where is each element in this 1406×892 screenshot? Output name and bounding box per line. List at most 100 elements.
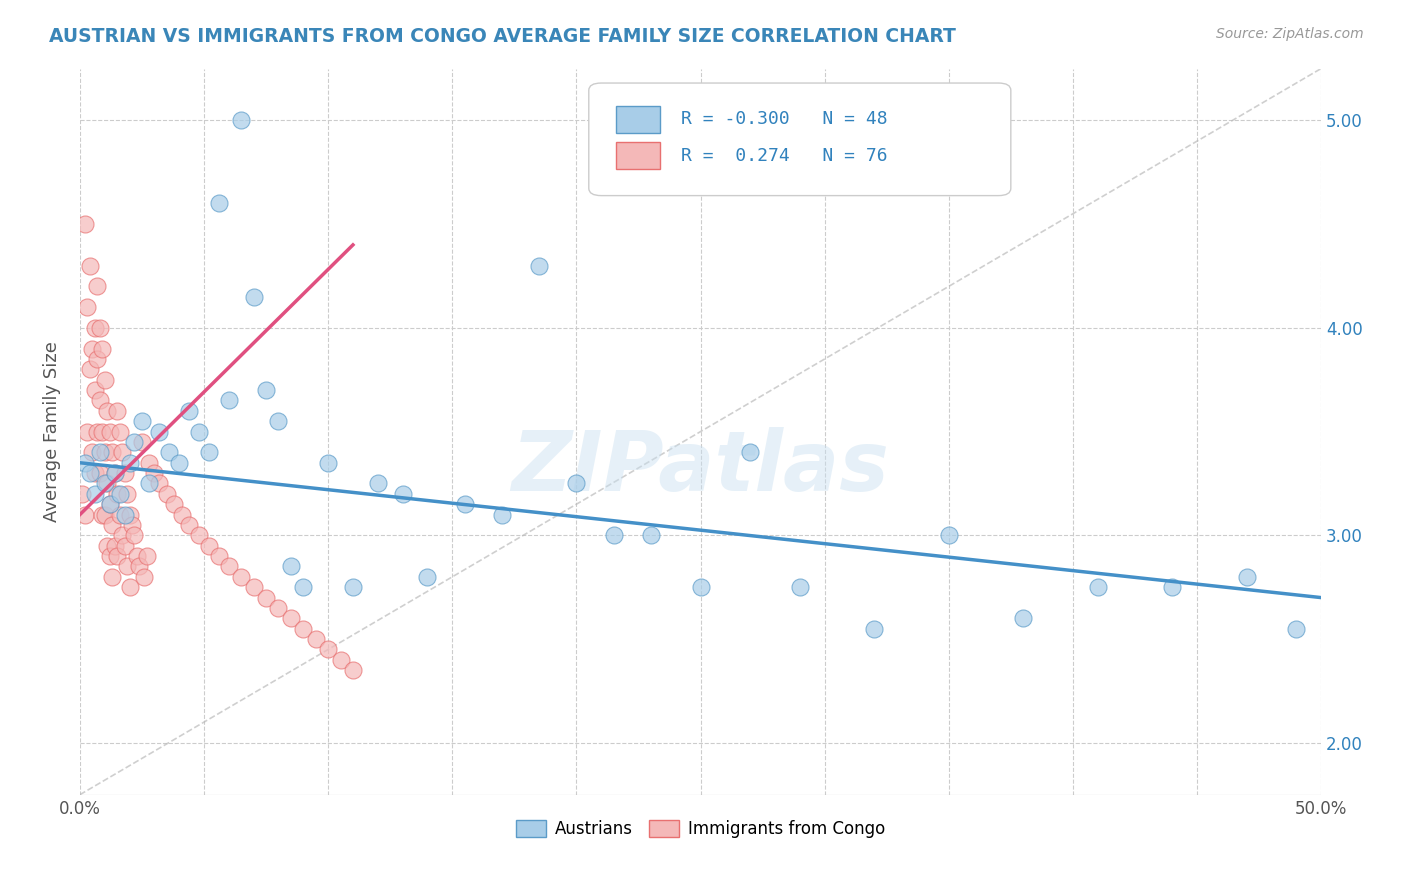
Point: [1285, 622, 1308, 636]
Point: [138, 476, 160, 491]
Point: [115, 487, 138, 501]
Point: [83, 321, 105, 335]
Point: [86, 425, 108, 439]
Point: [91, 425, 114, 439]
Point: [72, 487, 94, 501]
Point: [242, 580, 264, 594]
Point: [329, 653, 352, 667]
Text: AUSTRIAN VS IMMIGRANTS FROM CONGO AVERAGE FAMILY SIZE CORRELATION CHART: AUSTRIAN VS IMMIGRANTS FROM CONGO AVERAG…: [49, 27, 956, 45]
Point: [89, 321, 111, 335]
Point: [170, 508, 193, 522]
Point: [135, 549, 157, 563]
Y-axis label: Average Family Size: Average Family Size: [44, 341, 60, 522]
FancyBboxPatch shape: [616, 142, 659, 169]
Point: [76, 300, 98, 314]
Point: [104, 539, 127, 553]
Point: [138, 456, 160, 470]
Point: [231, 570, 253, 584]
Point: [267, 601, 290, 615]
Point: [105, 549, 128, 563]
Point: [188, 528, 211, 542]
Point: [342, 580, 364, 594]
Point: [198, 539, 221, 553]
Point: [98, 425, 121, 439]
Point: [254, 383, 277, 397]
Point: [86, 351, 108, 366]
Point: [79, 259, 101, 273]
Point: [198, 445, 221, 459]
Point: [131, 414, 153, 428]
Point: [114, 508, 136, 522]
Point: [83, 487, 105, 501]
Point: [391, 487, 413, 501]
Point: [89, 466, 111, 480]
Point: [115, 559, 138, 574]
Point: [254, 591, 277, 605]
Point: [316, 642, 339, 657]
Point: [105, 404, 128, 418]
Point: [640, 528, 662, 542]
Text: ZIPatlas: ZIPatlas: [512, 427, 890, 508]
Text: R =  0.274   N = 76: R = 0.274 N = 76: [681, 146, 887, 165]
Point: [863, 622, 886, 636]
Point: [114, 466, 136, 480]
Point: [163, 497, 186, 511]
Point: [602, 528, 624, 542]
Point: [93, 508, 115, 522]
Point: [111, 528, 134, 542]
Point: [267, 414, 290, 428]
Point: [101, 518, 124, 533]
FancyBboxPatch shape: [616, 105, 659, 133]
Point: [218, 559, 240, 574]
Point: [73, 456, 96, 470]
Point: [527, 259, 550, 273]
Point: [89, 445, 111, 459]
Point: [82, 445, 104, 459]
Point: [118, 456, 141, 470]
Point: [108, 487, 131, 501]
Point: [96, 404, 118, 418]
Point: [491, 508, 513, 522]
Point: [101, 445, 124, 459]
Legend: Austrians, Immigrants from Congo: Austrians, Immigrants from Congo: [509, 813, 891, 845]
Point: [938, 528, 960, 542]
Point: [342, 663, 364, 677]
Point: [73, 508, 96, 522]
Point: [565, 476, 588, 491]
Point: [83, 383, 105, 397]
Point: [118, 580, 141, 594]
Point: [292, 622, 315, 636]
Point: [93, 476, 115, 491]
Point: [114, 539, 136, 553]
Point: [1161, 580, 1184, 594]
Point: [121, 518, 143, 533]
Point: [292, 580, 315, 594]
Point: [177, 518, 200, 533]
Point: [231, 113, 253, 128]
Point: [82, 342, 104, 356]
Point: [1012, 611, 1035, 625]
Point: [98, 497, 121, 511]
Point: [104, 466, 127, 480]
Point: [86, 279, 108, 293]
Point: [156, 487, 179, 501]
Point: [98, 549, 121, 563]
Point: [93, 445, 115, 459]
Point: [148, 476, 170, 491]
Point: [208, 549, 231, 563]
Point: [689, 580, 711, 594]
Point: [104, 466, 127, 480]
Point: [96, 539, 118, 553]
Point: [124, 435, 146, 450]
Point: [134, 570, 156, 584]
Point: [367, 476, 389, 491]
Point: [79, 466, 101, 480]
Point: [76, 425, 98, 439]
Point: [148, 425, 170, 439]
Text: R = -0.300   N = 48: R = -0.300 N = 48: [681, 111, 887, 128]
Point: [789, 580, 811, 594]
Point: [280, 559, 302, 574]
Point: [131, 435, 153, 450]
Point: [316, 456, 339, 470]
Point: [79, 362, 101, 376]
